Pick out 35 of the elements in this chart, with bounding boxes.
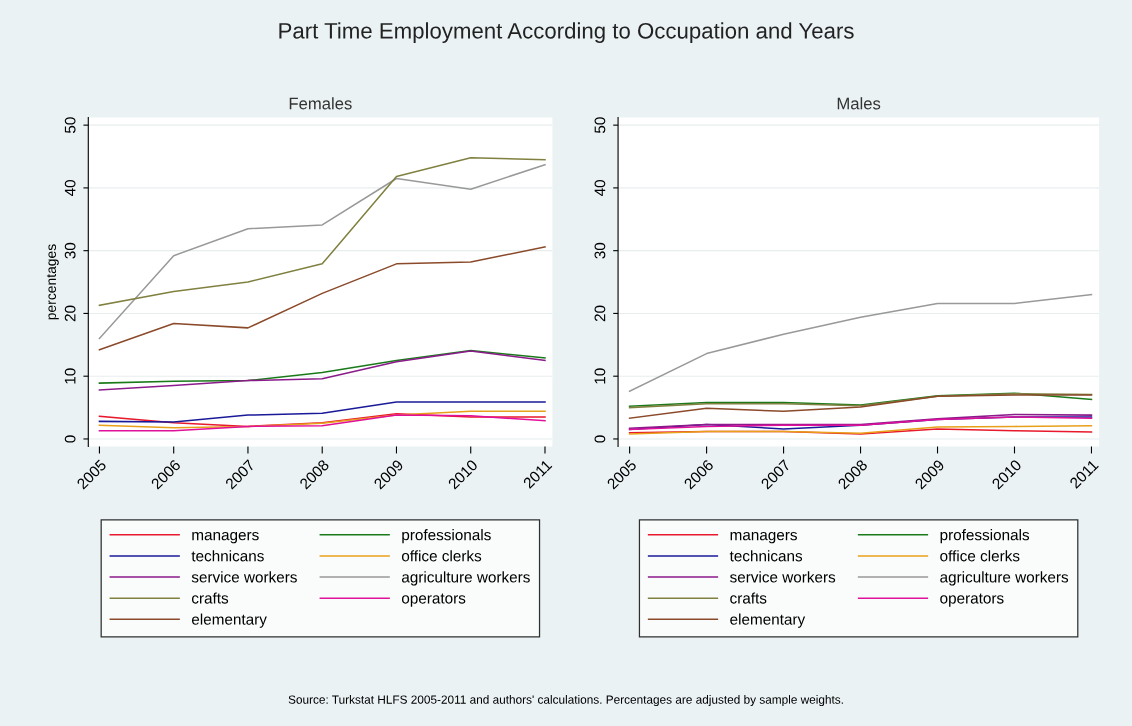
y-tick-label: 30 (594, 242, 606, 259)
y-tick-label: 10 (64, 368, 76, 384)
source-note: Source: Turkstat HLFS 2005-2011 and authors' calculations. Percentages are adjusted by sample weights. (288, 695, 843, 707)
legend-label: service workers (191, 571, 297, 583)
y-tick-label: 0 (594, 435, 606, 443)
y-tick-label: 0 (64, 435, 76, 443)
y-axis-title: percentages (46, 244, 59, 320)
y-tick-label: 40 (64, 180, 76, 197)
legend-label: managers (730, 531, 797, 544)
y-tick-label: 30 (64, 242, 76, 259)
legend-label: crafts (191, 592, 229, 604)
chart-title: Part Time Employment According to Occupation and Years (279, 22, 854, 44)
legend-label: office clerks (940, 550, 1020, 562)
legend-label: professionals (940, 529, 1030, 544)
chart-subtitle: Females (289, 97, 352, 110)
legend-label: service workers (730, 571, 836, 583)
y-tick-label: 40 (594, 180, 606, 197)
legend-label: technicans (191, 550, 264, 562)
y-tick-label: 50 (594, 117, 606, 134)
legend-label: agriculture workers (401, 571, 530, 586)
legend-label: professionals (402, 529, 491, 544)
legend-label: agriculture workers (940, 571, 1069, 586)
y-tick-label: 20 (64, 305, 76, 322)
y-tick-label: 50 (64, 117, 76, 134)
legend-label: crafts (730, 592, 767, 604)
chart-subtitle: Males (837, 97, 881, 110)
legend-label: elementary (191, 613, 267, 628)
legend-label: managers (192, 531, 259, 544)
legend-label: office clerks (401, 550, 482, 562)
y-tick-label: 20 (594, 305, 606, 322)
y-tick-label: 10 (594, 368, 606, 384)
legend-label: operators (401, 593, 466, 607)
legend-label: operators (940, 593, 1004, 607)
legend-label: elementary (730, 613, 806, 628)
legend-label: technicans (729, 550, 803, 562)
